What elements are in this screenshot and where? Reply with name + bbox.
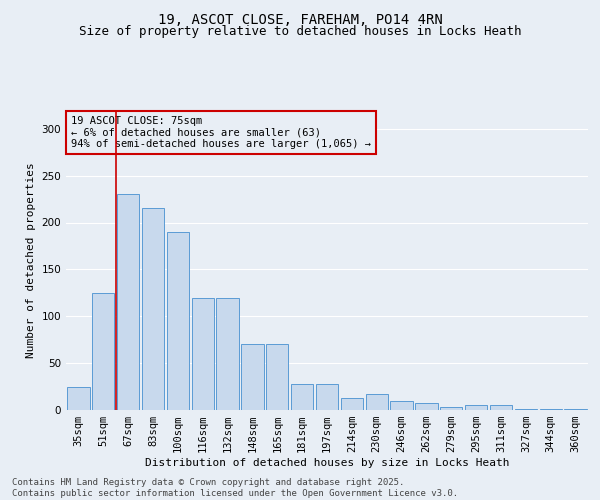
- Bar: [67, 386, 89, 410]
- Text: 19 ASCOT CLOSE: 75sqm
← 6% of detached houses are smaller (63)
94% of semi-detac: 19 ASCOT CLOSE: 75sqm ← 6% of detached h…: [71, 116, 371, 149]
- Bar: [341, 398, 363, 410]
- Bar: [117, 194, 139, 410]
- Bar: [565, 409, 587, 410]
- Text: 19, ASCOT CLOSE, FAREHAM, PO14 4RN: 19, ASCOT CLOSE, FAREHAM, PO14 4RN: [158, 12, 442, 26]
- Bar: [241, 344, 263, 410]
- Bar: [217, 298, 239, 410]
- Text: Size of property relative to detached houses in Locks Heath: Size of property relative to detached ho…: [79, 25, 521, 38]
- Bar: [316, 384, 338, 410]
- Bar: [92, 293, 115, 410]
- Y-axis label: Number of detached properties: Number of detached properties: [26, 162, 36, 358]
- Bar: [266, 344, 289, 410]
- Bar: [142, 208, 164, 410]
- Bar: [515, 409, 537, 410]
- Bar: [191, 298, 214, 410]
- Bar: [291, 384, 313, 410]
- Bar: [365, 394, 388, 410]
- Bar: [391, 400, 413, 410]
- Bar: [440, 407, 463, 410]
- Bar: [539, 409, 562, 410]
- Bar: [167, 232, 189, 410]
- Bar: [490, 406, 512, 410]
- Bar: [465, 406, 487, 410]
- Text: Contains HM Land Registry data © Crown copyright and database right 2025.
Contai: Contains HM Land Registry data © Crown c…: [12, 478, 458, 498]
- Bar: [415, 404, 437, 410]
- X-axis label: Distribution of detached houses by size in Locks Heath: Distribution of detached houses by size …: [145, 458, 509, 468]
